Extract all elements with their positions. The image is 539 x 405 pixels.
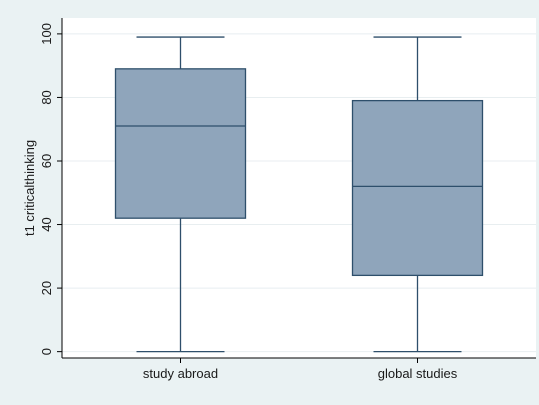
y-tick-label-40: 40 [39, 217, 54, 231]
box-study-abroad [114, 68, 247, 219]
y-tick-label-80: 80 [39, 90, 54, 104]
x-tick-label-global-studies: global studies [378, 366, 458, 381]
y-tick-label-100: 100 [39, 23, 54, 45]
y-tick-label-20: 20 [39, 281, 54, 295]
x-tick-label-study-abroad: study abroad [143, 366, 218, 381]
y-tick-label-0: 0 [39, 348, 54, 355]
boxes [114, 36, 484, 353]
y-tick-label-60: 60 [39, 154, 54, 168]
box-global-studies [351, 99, 484, 277]
y-axis-label: t1 criticalthinking [22, 140, 37, 236]
axes: 0 20 40 60 80 100 study abroad global studies [39, 18, 536, 381]
